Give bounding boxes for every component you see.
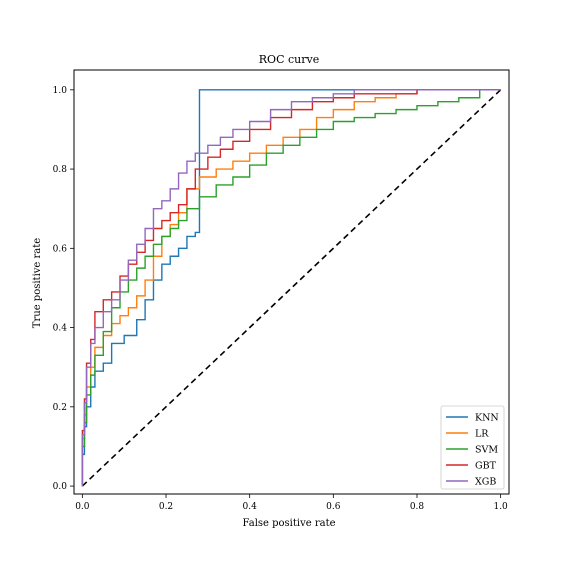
chart-title: ROC curve [259,53,319,66]
x-tick-label: 1.0 [493,502,508,512]
y-tick-label: 0.2 [53,403,67,413]
y-tick-label: 0.0 [53,482,68,492]
axes-frame [73,69,510,495]
legend-label-lr: LR [475,429,489,440]
plot-area: 0.0 0.2 0.4 0.6 0.8 1.0 0.0 0.2 0.4 0.6 0.8 1.0 [53,69,510,512]
x-tick-label: 0.0 [75,502,90,512]
legend: KNN LR SVM GBT XGB [440,405,505,490]
y-tick-label: 0.4 [53,324,68,334]
x-tick-label: 0.6 [326,502,341,512]
curves-group [81,89,502,487]
legend-box [440,405,505,490]
x-tick-label: 0.2 [159,502,173,512]
legend-label-gbt: GBT [475,461,497,472]
y-tick-label: 1.0 [53,86,68,96]
legend-label-knn: KNN [475,413,499,424]
y-tick-label: 0.8 [53,165,68,175]
series-line-svm [81,89,501,487]
x-tick-label: 0.8 [410,502,425,512]
diagonal-reference-line [81,89,502,487]
x-axis-label: False positive rate [242,518,335,529]
series-line-gbt [81,89,501,487]
series-line-lr [81,89,501,487]
x-tick-label: 0.4 [243,502,258,512]
y-tick-label: 0.6 [53,244,68,254]
series-line-xgb [81,89,501,487]
legend-label-svm: SVM [475,445,498,456]
y-axis-label: True positive rate [32,238,43,328]
series-line-knn [81,89,501,487]
legend-label-xgb: XGB [475,477,496,488]
